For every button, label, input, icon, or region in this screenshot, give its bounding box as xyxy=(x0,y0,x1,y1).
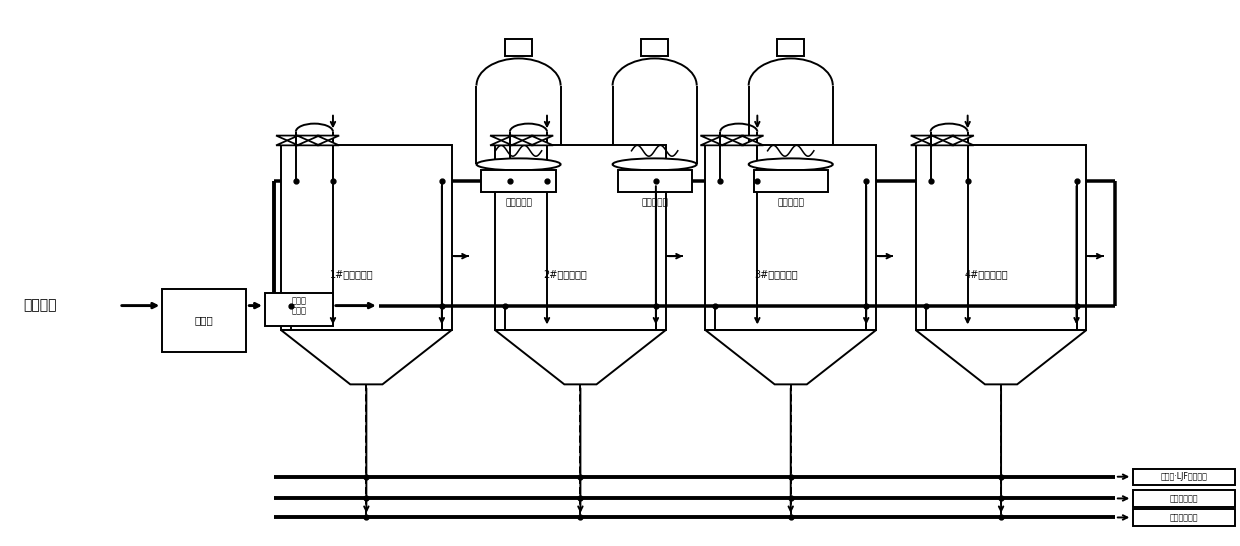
Polygon shape xyxy=(531,140,553,145)
Polygon shape xyxy=(742,140,764,145)
Bar xyxy=(706,145,877,330)
Bar xyxy=(754,170,828,192)
Polygon shape xyxy=(298,135,320,140)
Polygon shape xyxy=(951,140,973,145)
Text: 污泥处置系统: 污泥处置系统 xyxy=(1169,513,1198,522)
Polygon shape xyxy=(490,140,512,145)
Bar xyxy=(1133,509,1235,526)
Polygon shape xyxy=(298,140,320,145)
Polygon shape xyxy=(742,135,764,140)
Bar xyxy=(1133,490,1235,507)
Bar xyxy=(505,39,532,56)
Polygon shape xyxy=(915,330,1086,384)
Text: 浓酸废液: 浓酸废液 xyxy=(24,299,57,313)
Polygon shape xyxy=(317,140,340,145)
Polygon shape xyxy=(722,140,744,145)
Polygon shape xyxy=(511,140,533,145)
Polygon shape xyxy=(277,140,299,145)
Ellipse shape xyxy=(749,158,833,170)
Text: 氯化钙储罐: 氯化钙储罐 xyxy=(777,198,805,207)
Polygon shape xyxy=(910,135,932,140)
Polygon shape xyxy=(701,135,723,140)
Text: 卡尔班
算程序: 卡尔班 算程序 xyxy=(291,296,306,315)
Polygon shape xyxy=(277,135,299,140)
Polygon shape xyxy=(490,135,512,140)
Polygon shape xyxy=(495,330,666,384)
Polygon shape xyxy=(701,140,723,145)
Bar xyxy=(265,293,334,327)
Ellipse shape xyxy=(476,158,560,170)
Bar xyxy=(281,145,451,330)
Polygon shape xyxy=(317,135,340,140)
Bar xyxy=(618,170,692,192)
Bar xyxy=(495,145,666,330)
Polygon shape xyxy=(281,330,451,384)
Polygon shape xyxy=(722,135,744,140)
Polygon shape xyxy=(931,135,954,140)
Bar xyxy=(777,39,805,56)
Text: 废水下·LJF处理系统: 废水下·LJF处理系统 xyxy=(1161,472,1208,481)
Text: 调节液: 调节液 xyxy=(195,316,213,325)
Text: 氧化钙储罐: 氧化钙储罐 xyxy=(641,198,668,207)
Polygon shape xyxy=(951,135,973,140)
Text: 3#中和反应罐: 3#中和反应罐 xyxy=(754,270,797,280)
Bar xyxy=(641,39,668,56)
Text: 废气捕收系统: 废气捕收系统 xyxy=(1169,494,1198,503)
Bar xyxy=(481,170,556,192)
Text: 碳酸钙储罐: 碳酸钙储罐 xyxy=(505,198,532,207)
Text: 1#中和反应罐: 1#中和反应罐 xyxy=(330,270,373,280)
Ellipse shape xyxy=(613,158,697,170)
Text: 4#中和反应罐: 4#中和反应罐 xyxy=(965,270,1008,280)
Polygon shape xyxy=(531,135,553,140)
Polygon shape xyxy=(931,140,954,145)
Polygon shape xyxy=(910,140,932,145)
Polygon shape xyxy=(706,330,877,384)
Polygon shape xyxy=(511,135,533,140)
Bar xyxy=(915,145,1086,330)
Text: 2#中和反应罐: 2#中和反应罐 xyxy=(543,270,588,280)
Bar xyxy=(1133,468,1235,485)
Bar xyxy=(162,289,247,352)
